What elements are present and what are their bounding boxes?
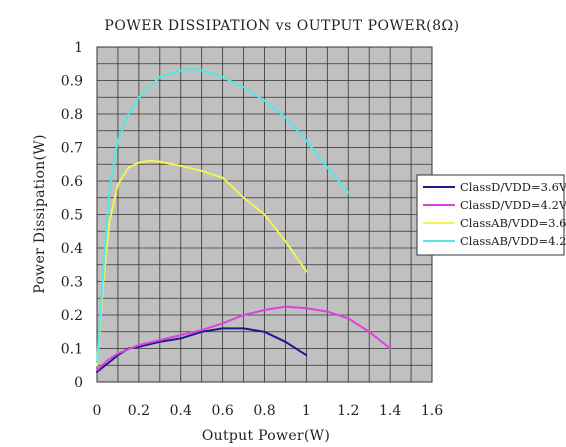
x-tick-label: 1.2	[337, 403, 359, 419]
y-tick-label: 0.7	[61, 141, 83, 157]
legend-label-2: ClassD/VDD=4.2V	[460, 198, 566, 212]
x-tick-label: 0	[93, 403, 102, 419]
x-tick-label: 0.4	[170, 403, 192, 419]
y-tick-label: 1	[74, 40, 83, 56]
tick-labels: 0 0.1 0.2 0.3 0.4 0.5 0.6 0.7 0.8 0.9 1 0 0.2 0.4 0.6 0…	[61, 40, 443, 419]
y-tick-label: 0.5	[61, 208, 83, 224]
grid-lines	[97, 47, 432, 382]
x-tick-label: 0.8	[253, 403, 275, 419]
x-tick-label: 1	[302, 403, 311, 419]
x-tick-label: 1.4	[379, 403, 401, 419]
y-tick-label: 0.8	[61, 107, 83, 123]
legend-label-1: ClassD/VDD=3.6V	[460, 180, 566, 194]
series-lines	[96, 67, 392, 373]
y-tick-label: 0.1	[61, 342, 83, 358]
series-line-1	[96, 327, 308, 373]
y-tick-label: 0.4	[61, 241, 83, 257]
y-tick-label: 0	[74, 375, 83, 391]
y-tick-label: 0.2	[61, 308, 83, 324]
y-tick-label: 0.9	[61, 74, 83, 90]
x-tick-label: 0.2	[128, 403, 150, 419]
y-tick-label: 0.3	[61, 275, 83, 291]
legend: ClassD/VDD=3.6V ClassD/VDD=4.2V ClassAB/VD…	[416, 174, 566, 256]
series-line-3	[96, 159, 308, 367]
series-line-2	[96, 305, 392, 372]
x-tick-label: 1.6	[421, 403, 443, 419]
legend-label-3: ClassAB/VDD=3.6V	[460, 216, 566, 230]
y-axis-label: Power Dissipation(W)	[32, 134, 48, 293]
series-line-4	[96, 67, 350, 363]
x-axis-label: Output Power(W)	[202, 428, 330, 444]
y-tick-label: 0.6	[61, 174, 83, 190]
x-tick-label: 0.6	[211, 403, 233, 419]
legend-label-4: ClassAB/VDD=4.2V	[460, 234, 566, 248]
chart-title: POWER DISSIPATION vs OUTPUT POWER(8Ω)	[104, 18, 459, 34]
